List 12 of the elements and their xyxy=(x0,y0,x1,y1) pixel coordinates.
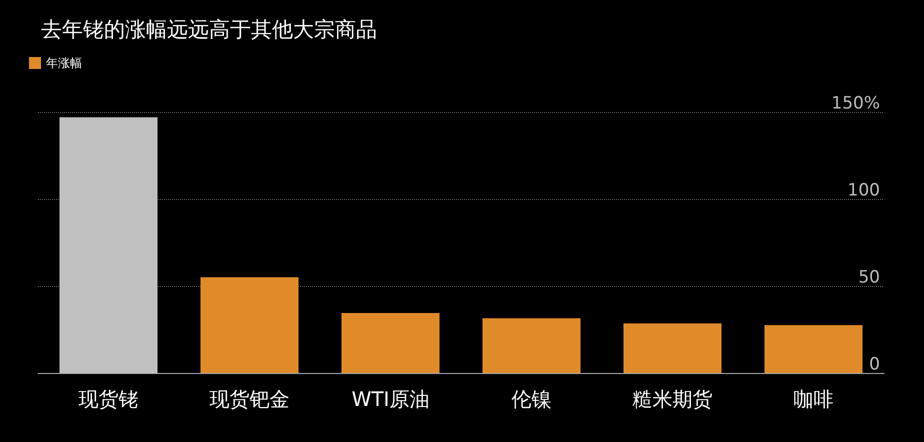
chart-title: 去年铑的涨幅远远高于其他大宗商品 xyxy=(41,18,377,42)
y-tick-label: 50 xyxy=(858,268,880,288)
x-tick-label: 糙米期货 xyxy=(632,387,712,411)
y-tick-label: 100 xyxy=(848,180,880,200)
x-tick-label: 咖啡 xyxy=(794,387,834,411)
x-tick-label: 现货钯金 xyxy=(210,387,290,411)
y-tick-label: 150% xyxy=(831,94,880,114)
x-tick-label: 现货铑 xyxy=(78,387,138,411)
x-tick-label: WTI原油 xyxy=(352,387,430,411)
y-tick-label: 0 xyxy=(869,354,880,374)
legend-label: 年涨幅 xyxy=(46,56,82,70)
x-tick-label: 伦镍 xyxy=(512,387,552,411)
